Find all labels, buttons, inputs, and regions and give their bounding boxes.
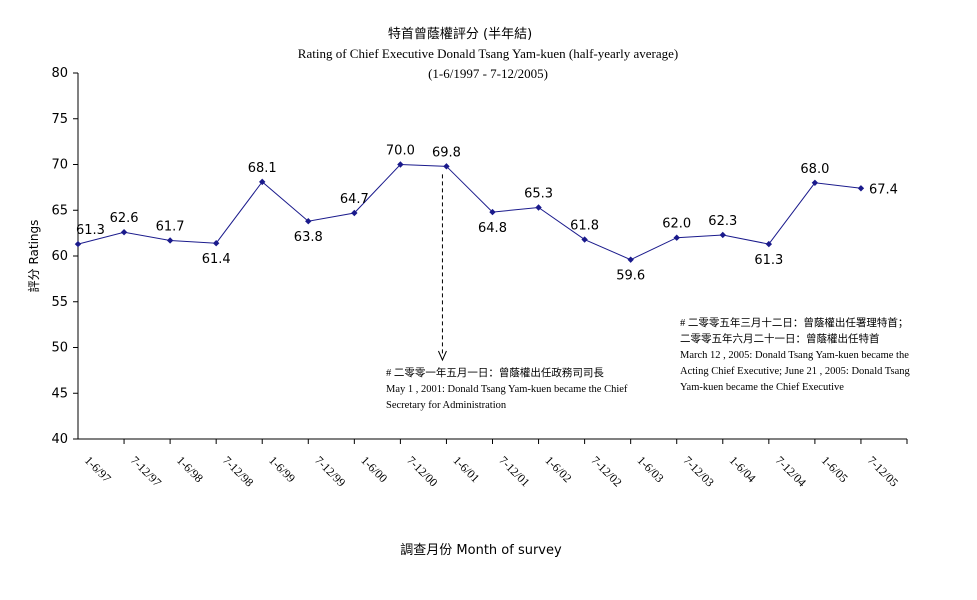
data-point — [811, 179, 819, 186]
data-point — [489, 208, 496, 216]
data-point — [259, 178, 266, 186]
data-point — [305, 218, 312, 225]
x-tick-label: 7-12/00 — [404, 453, 440, 489]
data-label: 64.8 — [478, 221, 507, 236]
annotation-text-2001: Secretary for Administration — [386, 400, 507, 411]
annotations: # 二零零一年五月一日：曾蔭權出任政務司司長 May 1 , 2001: Dona… — [386, 174, 910, 411]
x-tick-label: 1-6/98 — [174, 453, 206, 485]
x-axis-ticks: 1-6/97 7-12/97 1-6/98 7-12/98 1-6/99 7-12/99 1… — [82, 439, 908, 490]
x-tick-label: 7-12/98 — [220, 453, 256, 489]
annotation-text-2005: # 二零零五年三月十二日：曾蔭權出任署理特首； — [680, 316, 908, 329]
y-tick-label: 45 — [51, 386, 68, 401]
data-label: 67.4 — [869, 182, 898, 197]
data-label: 70.0 — [386, 144, 415, 159]
y-tick-label: 60 — [51, 249, 68, 264]
y-tick-label: 40 — [51, 432, 68, 447]
data-label: 62.3 — [708, 214, 737, 229]
data-point — [535, 204, 542, 211]
data-label: 61.3 — [754, 253, 783, 268]
annotation-text-2001: May 1 , 2001: Donald Tsang Yam-kuen beca… — [386, 384, 628, 395]
x-tick-label: 1-6/01 — [450, 453, 482, 485]
y-axis-ticks: 40 45 50 55 60 65 70 75 80 — [51, 66, 78, 447]
data-label: 61.8 — [570, 219, 599, 234]
series-line — [77, 163, 862, 261]
data-label: 61.3 — [76, 223, 105, 238]
annotation-arrow-head — [437, 350, 447, 362]
x-tick-label: 1-6/03 — [635, 453, 667, 485]
data-label: 61.7 — [156, 219, 185, 234]
annotation-text-2005: Yam-kuen became the Chief Executive — [680, 382, 844, 393]
annotation-text-2005: March 12 , 2005: Donald Tsang Yam-kuen b… — [680, 350, 909, 361]
y-tick-label: 65 — [51, 203, 68, 218]
x-tick-label: 1-6/00 — [358, 453, 390, 485]
data-point — [120, 229, 128, 236]
data-label: 62.6 — [110, 211, 139, 226]
data-label: 61.4 — [202, 252, 231, 267]
annotation-text-2001: # 二零零一年五月一日：曾蔭權出任政務司司長 — [386, 366, 604, 379]
series-group: 61.3 62.6 61.7 61.4 68.1 63.8 64.7 70.0 69.8 64.8… — [74, 144, 898, 284]
data-point — [765, 240, 773, 248]
data-point — [397, 161, 404, 168]
y-tick-label: 75 — [51, 112, 68, 127]
annotation-text-2005: Acting Chief Executive; June 21 , 2005: … — [680, 366, 910, 377]
x-tick-label: 1-6/02 — [542, 453, 574, 485]
x-axis-label: 調查月份 Month of survey — [400, 543, 562, 558]
data-point — [443, 163, 450, 170]
data-label: 59.6 — [616, 269, 645, 284]
chart-period: (1-6/1997 - 7-12/2005) — [428, 66, 548, 81]
data-label: 63.8 — [294, 230, 323, 245]
x-tick-label: 7-12/01 — [496, 453, 532, 489]
y-tick-label: 70 — [51, 158, 68, 173]
annotation-text-2005: 二零零五年六月二十一日：曾蔭權出任特首 — [680, 332, 880, 345]
data-label: 69.8 — [432, 145, 461, 160]
x-tick-label: 1-6/99 — [266, 453, 298, 485]
y-axis-label: 評分 Ratings — [26, 220, 41, 293]
data-label: 62.0 — [662, 217, 691, 232]
data-point — [351, 209, 358, 217]
data-label: 68.1 — [248, 161, 277, 176]
chart-subtitle: Rating of Chief Executive Donald Tsang Y… — [298, 46, 678, 61]
data-point — [212, 239, 220, 247]
data-point — [74, 240, 82, 248]
x-tick-label: 7-12/99 — [312, 453, 348, 489]
data-point — [627, 256, 634, 263]
data-point — [719, 231, 726, 239]
x-tick-label: 1-6/97 — [82, 453, 114, 485]
data-point — [673, 234, 680, 241]
data-label: 64.7 — [340, 192, 369, 207]
y-tick-label: 55 — [51, 295, 68, 310]
x-tick-label: 7-12/97 — [128, 453, 164, 489]
data-label: 68.0 — [800, 162, 829, 177]
x-tick-label: 1-6/05 — [819, 453, 851, 485]
chart-title: 特首曾蔭權評分 (半年結) — [388, 27, 532, 42]
y-tick-label: 50 — [51, 341, 68, 356]
x-tick-label: 7-12/03 — [681, 453, 717, 489]
data-label: 65.3 — [524, 187, 553, 202]
x-tick-label: 7-12/02 — [588, 453, 624, 489]
data-point — [857, 185, 865, 192]
data-point — [166, 237, 174, 244]
x-tick-label: 7-12/04 — [773, 453, 809, 489]
x-tick-label: 1-6/04 — [727, 453, 759, 485]
y-tick-label: 80 — [51, 66, 68, 81]
data-point — [581, 236, 588, 243]
x-tick-label: 7-12/05 — [865, 453, 901, 489]
